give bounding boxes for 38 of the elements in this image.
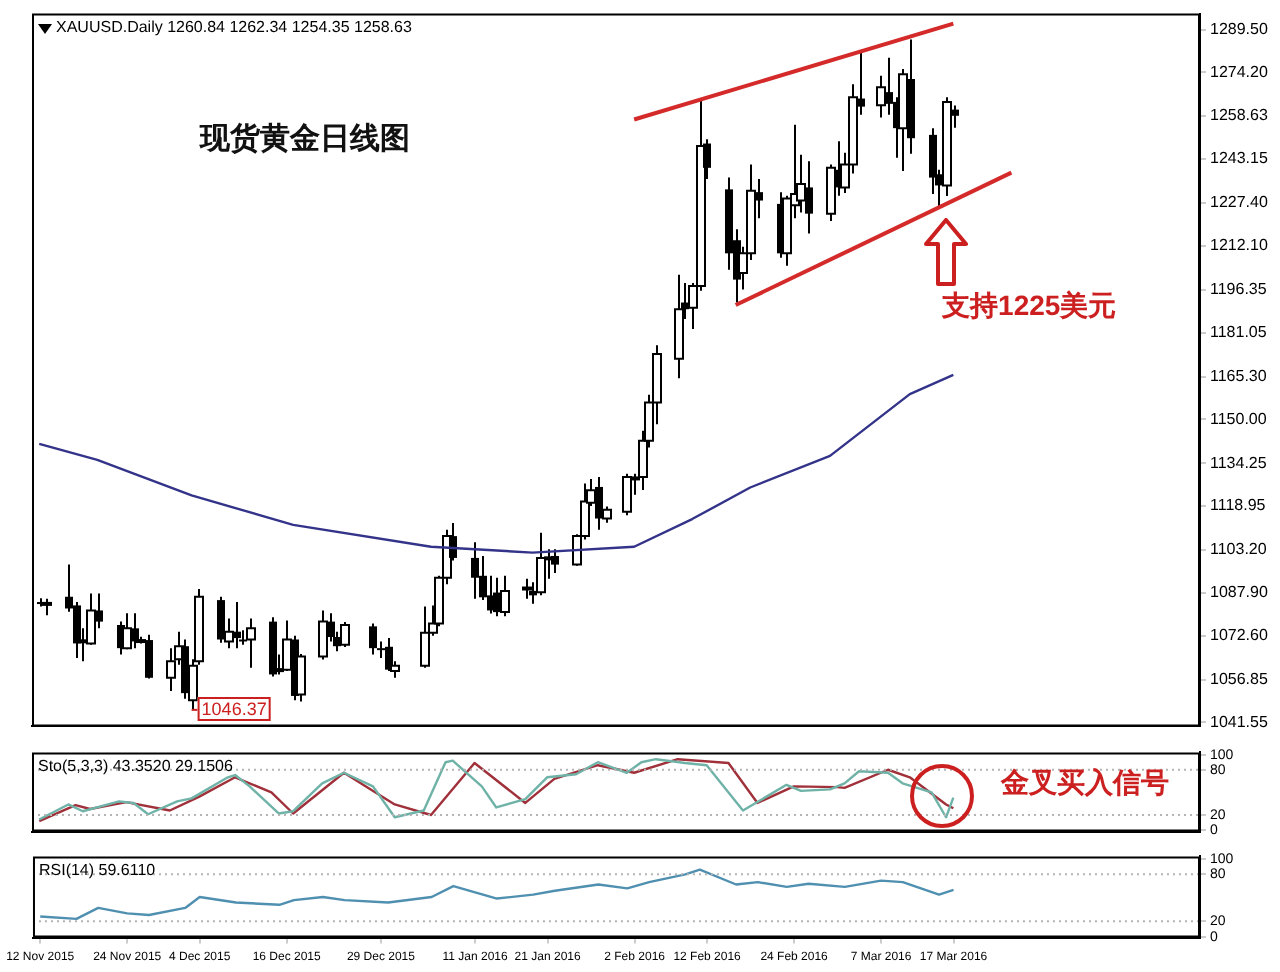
y-tick-label: 1243.15 [1210,149,1269,168]
y-tick-label: 1227.40 [1210,193,1269,212]
y-tick-label: 1041.55 [1210,712,1269,731]
candlestick [622,472,632,517]
candlestick [340,620,350,649]
annotation: 支持1225美元 [940,289,1117,322]
annotation: 1046.37 [201,698,267,719]
y-tick-label: 1165.30 [1210,366,1268,385]
y-tick-label: 1196.35 [1210,280,1268,299]
y-tick-label: 1258.63 [1210,106,1269,125]
candlestick [122,612,132,651]
y-tick-label: 1289.50 [1210,19,1269,38]
chart-title: Sto(5,3,3) 43.3520 29.1506 [38,756,234,775]
y-tick-label: 1134.25 [1210,453,1268,472]
y-tick-label: 1212.10 [1210,236,1269,255]
candlestick [385,637,393,673]
candlestick [536,531,546,597]
y-tick-label: 1274.20 [1210,62,1269,81]
candlestick [551,548,559,574]
y-tick-label: 1056.85 [1210,670,1269,688]
text: 现货黄金日线图 [200,120,410,158]
y-tick-label: 1087.90 [1210,583,1269,602]
y-tick-label: 1103.20 [1210,540,1268,559]
candlestick [674,273,684,380]
candlestick [246,617,256,669]
y-tick-label: 1072.60 [1210,625,1269,644]
candlestick [942,96,952,198]
candlestick [500,574,510,618]
candlestick [420,605,430,669]
candlestick [471,541,479,600]
y-tick-label: 1181.05 [1210,322,1268,341]
chart-title: XAUUSD.Daily 1260.84 1262.34 1254.35 1258.63 [56,18,413,37]
candlestick [369,622,377,656]
candlestick [318,609,328,661]
chart-title: RSI(14) 59.6110 [38,860,157,879]
y-tick-label: 1150.00 [1210,409,1268,428]
annotation: 金叉买入信号 [999,765,1170,798]
y-tick-label: 1118.95 [1210,496,1267,515]
